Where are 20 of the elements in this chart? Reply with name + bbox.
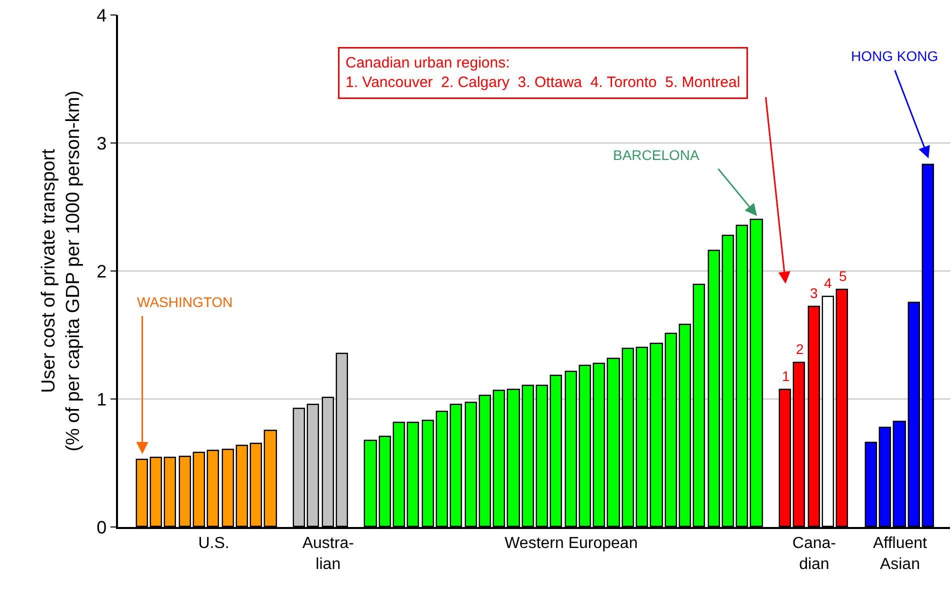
annotation: WASHINGTON bbox=[137, 294, 233, 310]
y-tick-label: 0 bbox=[96, 517, 107, 538]
x-tick-label: Western European bbox=[504, 534, 638, 552]
annotation: BARCELONA bbox=[613, 147, 700, 163]
annotation: 1 bbox=[782, 368, 790, 384]
annotation: 4 bbox=[824, 275, 832, 291]
annotation: 2 bbox=[796, 341, 804, 357]
x-tick-label: Austra- lian bbox=[302, 534, 354, 573]
y-axis-title: User cost of private transport (% of per capita GDP per 1000 person-km) bbox=[38, 90, 84, 452]
x-tick-label: U.S. bbox=[198, 534, 230, 552]
annotation: Canadian urban regions: 1. Vancouver 2. Calgary 3. Ottawa 4. Toronto 5. Montreal bbox=[346, 54, 740, 91]
y-tick-label: 4 bbox=[96, 5, 107, 26]
annotation: 5 bbox=[839, 268, 847, 284]
y-tick-label: 1 bbox=[96, 389, 107, 410]
annotation: 3 bbox=[810, 285, 818, 301]
y-tick-label: 2 bbox=[96, 261, 107, 282]
y-tick-label: 3 bbox=[96, 133, 107, 154]
annotation: HONG KONG bbox=[851, 48, 938, 64]
x-tick-label: Cana- dian bbox=[792, 534, 836, 573]
x-tick-label: Affluent Asian bbox=[872, 534, 928, 573]
